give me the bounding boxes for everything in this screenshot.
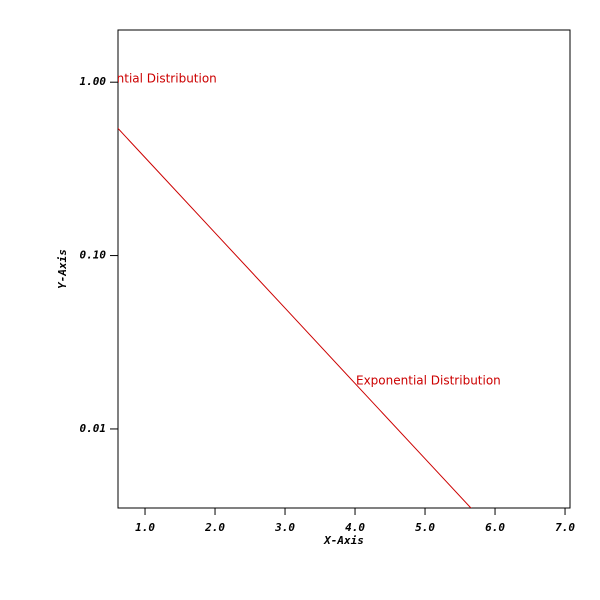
x-tick-label: 7.0 [555, 521, 575, 534]
x-axis-label: X-Axis [323, 534, 364, 547]
annotation: Exponential Distribution [356, 374, 501, 388]
plot-area: Exponential Distribution Exponential Dist… [72, 72, 501, 508]
y-tick-label: 0.10 [80, 249, 107, 262]
x-tick-label: 3.0 [274, 521, 295, 534]
x-tick-label: 5.0 [415, 521, 435, 534]
y-tick-label: 0.01 [80, 422, 107, 435]
x-tick-label: 1.0 [135, 521, 155, 534]
y-axis-label: Y-Axis [56, 249, 69, 289]
x-tick-label: 2.0 [204, 521, 225, 534]
y-tick-label: 1.00 [80, 75, 107, 88]
plot-frame [117, 29, 571, 509]
annotation: Exponential Distribution [72, 72, 217, 86]
line-series [118, 127, 472, 508]
x-tick-label: 4.0 [345, 521, 365, 534]
x-tick-label: 6.0 [485, 521, 505, 534]
